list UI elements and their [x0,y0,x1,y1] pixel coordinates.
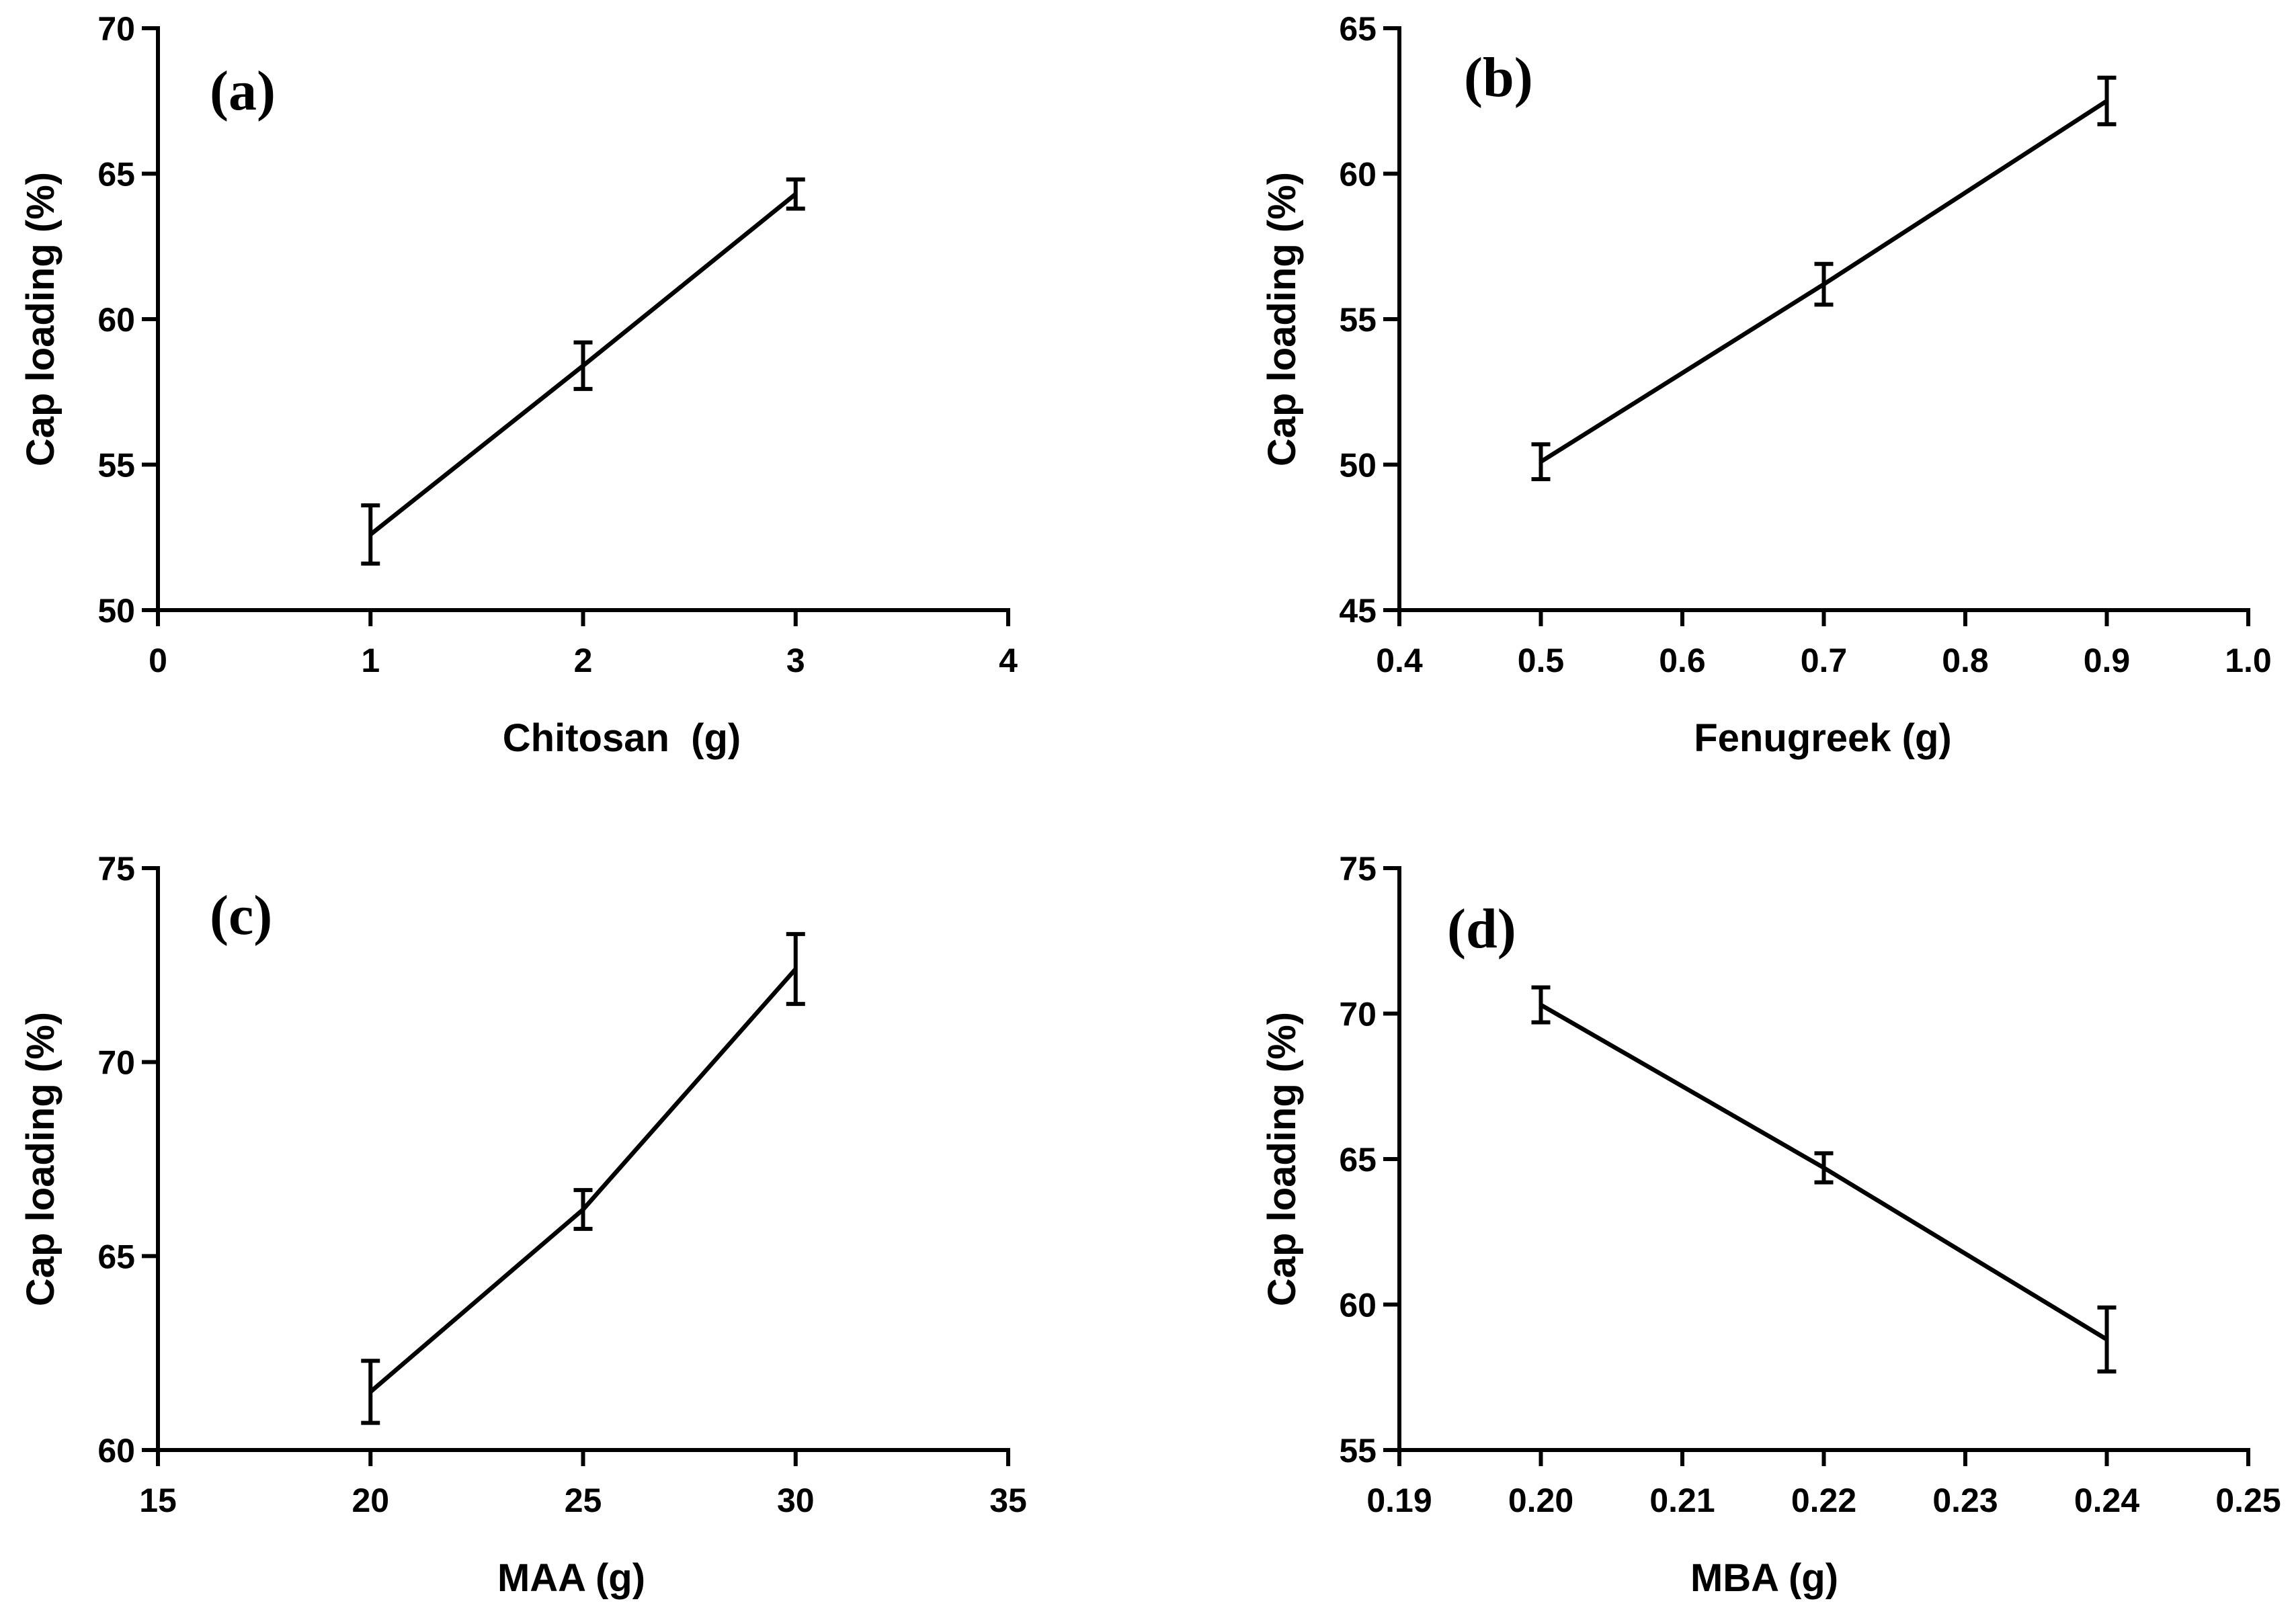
error-bar [786,177,805,211]
panel-label: (a) [210,60,276,122]
panel-a: 50 55 60 65 70 0 1 2 3 4 Chitosan (g) Cap loading (… [19,10,1018,760]
y-tick-label: 55 [97,447,135,484]
x-tick-label: 35 [989,1482,1027,1519]
series-line [369,967,798,1394]
x-tick-label: 0.4 [1376,642,1423,679]
panel-label: (d) [1447,898,1516,960]
x-tick-label: 20 [352,1482,389,1519]
panel-label: (c) [210,884,272,947]
x-tick-label: 0.24 [2074,1482,2140,1519]
x-tick-label: 3 [786,642,805,679]
x-tick-label: 0.22 [1791,1482,1856,1519]
x-tick-label: 0.21 [1649,1482,1715,1519]
x-tick-label: 1.0 [2225,642,2272,679]
y-tick-label: 65 [1339,1141,1377,1179]
error-bar [2097,75,2117,126]
y-tick-label: 60 [97,301,135,339]
y-axis-title: Cap loading (%) [19,1012,63,1306]
x-tick-label: 2 [574,642,593,679]
error-bar [361,503,380,566]
x-tick-label: 4 [999,642,1018,679]
x-tick-label: 1 [361,642,380,679]
y-tick-label: 55 [1339,1432,1377,1470]
x-axis-title: MBA (g) [1690,1556,1838,1600]
y-tick-label: 75 [97,850,135,888]
y-tick-label: 75 [1339,850,1377,888]
x-tick-label: 0.20 [1508,1482,1573,1519]
error-bar [361,1359,380,1425]
error-bar [573,1188,593,1231]
error-bar [1814,1151,1834,1185]
error-bar [1531,985,1551,1025]
y-tick-label: 50 [97,592,135,630]
x-axis-title: Fenugreek (g) [1694,716,1952,760]
x-tick-label: 0.23 [1932,1482,1998,1519]
panel-label: (b) [1464,46,1533,109]
y-tick-label: 65 [1339,10,1377,48]
panel-b: 45 50 55 60 65 0.4 0.5 0.6 0.7 0.8 0.9 1.0 Fenugreek… [1260,10,2272,760]
y-tick-label: 65 [97,156,135,194]
y-tick-label: 50 [1339,447,1377,484]
x-tick-label: 0.6 [1659,642,1706,679]
y-axis-title: Cap loading (%) [19,172,63,466]
y-tick-label: 60 [1339,1287,1377,1324]
error-bar [786,932,805,1007]
error-bar [2097,1305,2117,1374]
x-tick-label: 0.9 [2084,642,2131,679]
y-tick-label: 70 [97,1044,135,1082]
error-bar [573,340,593,391]
x-tick-label: 30 [777,1482,815,1519]
y-axis-title: Cap loading (%) [1260,1012,1304,1306]
x-tick-label: 25 [565,1482,602,1519]
x-tick-label: 0.5 [1518,642,1565,679]
error-bar [1814,261,1834,307]
x-tick-label: 0.8 [1942,642,1989,679]
y-axis-title: Cap loading (%) [1260,172,1304,466]
x-axis-title: MAA (g) [497,1556,645,1600]
x-tick-label: 0.19 [1366,1482,1432,1519]
error-bar [1531,442,1551,482]
y-tick-label: 60 [97,1432,135,1470]
y-tick-label: 70 [1339,996,1377,1033]
panel-d: 55 60 65 70 75 0.19 0.20 0.21 0.22 0.23 0.24 0.25 MB… [1260,850,2281,1600]
y-tick-label: 55 [1339,301,1377,339]
x-tick-label: 0 [149,642,167,679]
panel-c: 60 65 70 75 15 20 25 30 35 MAA (g) Cap loading (%)… [19,850,1027,1600]
x-tick-label: 0.7 [1801,642,1848,679]
y-tick-label: 70 [97,10,135,48]
x-tick-label: 0.25 [2215,1482,2281,1519]
y-tick-label: 45 [1339,592,1377,630]
x-tick-label: 15 [139,1482,177,1519]
y-tick-label: 60 [1339,156,1377,194]
x-axis-title: Chitosan (g) [503,716,741,760]
y-tick-label: 65 [97,1238,135,1275]
